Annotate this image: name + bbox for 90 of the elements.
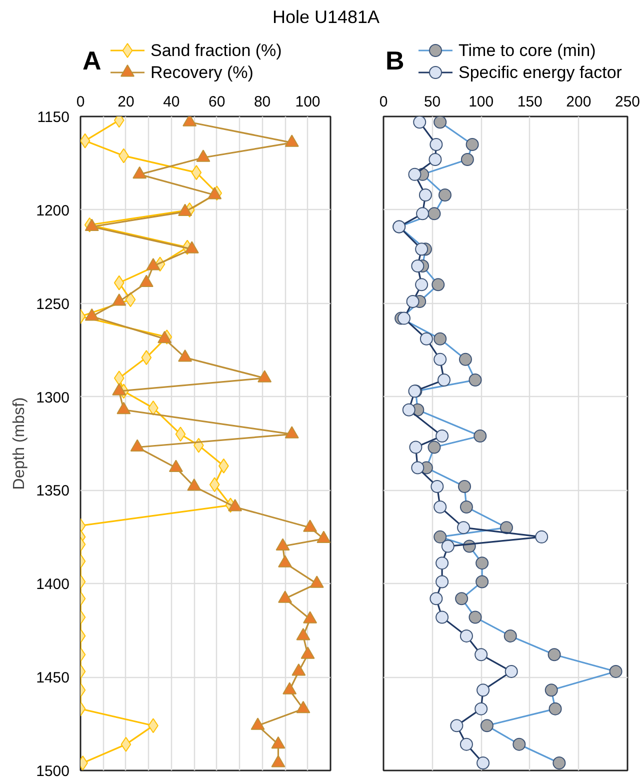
point [434, 500, 447, 514]
x-tick-label: 20 [118, 94, 134, 110]
point [458, 352, 472, 366]
y-tick-label: 1150 [37, 109, 70, 126]
chart-title: Hole U1481A [272, 6, 380, 29]
point [535, 530, 548, 544]
point [504, 664, 518, 678]
point [436, 556, 449, 570]
y-axis-title: Depth (mbsf) [11, 397, 28, 490]
y-tick-label: 1400 [36, 576, 70, 594]
y-tick-label: 1350 [36, 482, 70, 500]
point [474, 430, 487, 443]
point [460, 500, 473, 514]
point [609, 664, 622, 678]
x-tick-label: 0 [379, 94, 388, 110]
x-tick-label: 100 [295, 94, 320, 110]
point [416, 207, 430, 220]
x-tick-label: 0 [76, 94, 85, 110]
point [476, 684, 490, 697]
x-tick-label: 100 [468, 94, 494, 110]
point [428, 440, 441, 454]
point [512, 738, 526, 751]
legend-label: Sand fraction (%) [150, 41, 282, 60]
y-tick-label: 1450 [36, 670, 70, 687]
point [466, 138, 479, 152]
point [438, 373, 451, 386]
point [418, 188, 432, 202]
point [436, 610, 449, 624]
point [504, 629, 517, 642]
point [455, 592, 468, 606]
point [432, 278, 445, 292]
point [480, 719, 494, 732]
point [548, 702, 562, 716]
point [434, 530, 447, 544]
point [428, 152, 442, 166]
point [428, 207, 441, 220]
point [434, 352, 447, 366]
point [474, 702, 488, 716]
x-tick-label: 50 [424, 94, 441, 110]
legend-label: Time to core (min) [458, 41, 596, 60]
point [474, 648, 488, 662]
point [397, 312, 410, 325]
point [413, 116, 426, 129]
point [430, 480, 444, 493]
point [402, 403, 416, 416]
point [434, 332, 447, 346]
y-tick-label: 1500 [36, 763, 70, 780]
point [408, 168, 422, 181]
x-tick-label: 40 [163, 94, 180, 110]
point [450, 719, 464, 732]
point [415, 278, 428, 292]
point [436, 575, 449, 588]
point [420, 332, 433, 346]
point [500, 521, 513, 534]
x-tick-label: 150 [517, 94, 542, 110]
legend-label: Recovery (%) [150, 63, 254, 82]
point [468, 610, 482, 624]
x-tick-label: 250 [614, 94, 640, 110]
point [409, 440, 422, 454]
point [406, 295, 420, 308]
text: B [386, 46, 404, 76]
y-tick-label: 1300 [36, 389, 70, 406]
text: A [82, 46, 102, 76]
point [434, 116, 447, 129]
point [476, 575, 489, 588]
point [548, 648, 561, 662]
point [436, 430, 449, 443]
point [430, 138, 443, 152]
point [457, 521, 470, 534]
x-tick-label: 80 [254, 94, 271, 110]
point [438, 188, 452, 202]
point [460, 152, 474, 166]
y-tick-label: 1250 [36, 296, 70, 313]
point [430, 592, 443, 606]
y-tick-label: 1200 [36, 202, 70, 220]
point [460, 629, 473, 642]
point [460, 738, 473, 751]
point [476, 756, 490, 770]
point [458, 480, 472, 493]
x-tick-label: 200 [566, 94, 592, 110]
point [441, 540, 454, 553]
point [476, 556, 489, 570]
x-tick-label: 60 [208, 94, 226, 110]
point [544, 684, 558, 697]
point [468, 373, 482, 386]
legend-label: Specific energy factor [458, 63, 622, 82]
point [552, 756, 566, 770]
point [411, 461, 424, 474]
point [415, 242, 428, 256]
point [411, 260, 424, 272]
